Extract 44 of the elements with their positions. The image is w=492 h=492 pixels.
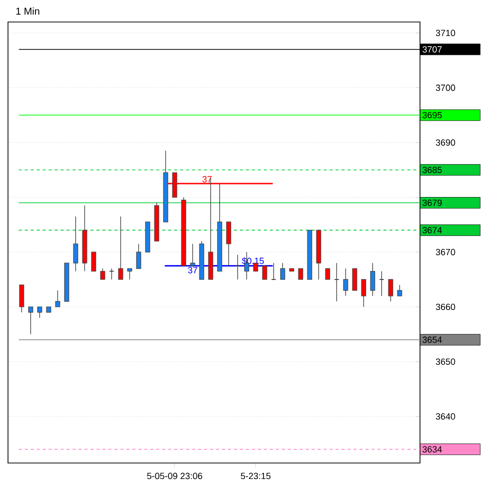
candlestick [190, 244, 196, 266]
ref-line-label: 3674 [422, 226, 442, 234]
y-tick-label: 3660 [436, 304, 456, 310]
candlestick [325, 268, 330, 280]
candlestick [28, 306, 34, 335]
candlestick [91, 252, 96, 272]
candlestick [361, 279, 366, 308]
candlestick [127, 268, 132, 280]
ref-line-label: 3634 [422, 446, 442, 452]
ref-line-label: 3654 [422, 336, 442, 343]
candlestick [352, 268, 358, 291]
ref-line-label: 3707 [422, 46, 442, 53]
candlestick [298, 268, 304, 280]
candlestick [343, 268, 348, 296]
ref-line-label: 3695 [422, 112, 442, 118]
y-tick-label: 3650 [436, 358, 456, 365]
ref-line-label: 3685 [422, 166, 442, 174]
y-tick-label: 3640 [436, 413, 456, 420]
y-tick-label: 3690 [436, 139, 456, 146]
candlestick [334, 262, 340, 302]
candlestick [271, 262, 276, 280]
y-tick-label: 3670 [436, 248, 456, 256]
candlestick [262, 265, 268, 280]
candlestick [19, 284, 24, 313]
annotation: 37 [188, 266, 198, 274]
y-tick-label: 3710 [436, 30, 456, 36]
candlestick [118, 216, 124, 280]
x-tick-label: 5-23:15 [240, 472, 270, 480]
candlestick [379, 270, 384, 296]
candlestick [226, 222, 232, 266]
chart-title: 1 Min [16, 7, 40, 15]
y-tick-label: 3700 [436, 84, 456, 91]
candlestick [370, 262, 376, 296]
candlestick [136, 244, 142, 269]
candlestick [37, 306, 42, 318]
candlestick [397, 284, 402, 296]
ref-line-label: 3679 [422, 200, 442, 206]
candlestick [100, 268, 106, 280]
candlestick [73, 216, 78, 272]
annotation: 37 [202, 176, 212, 182]
candlestick [388, 279, 394, 302]
x-tick-label: 5-05-09 23:06 [147, 472, 202, 480]
candlestick [55, 290, 60, 308]
candlestick [280, 262, 286, 280]
